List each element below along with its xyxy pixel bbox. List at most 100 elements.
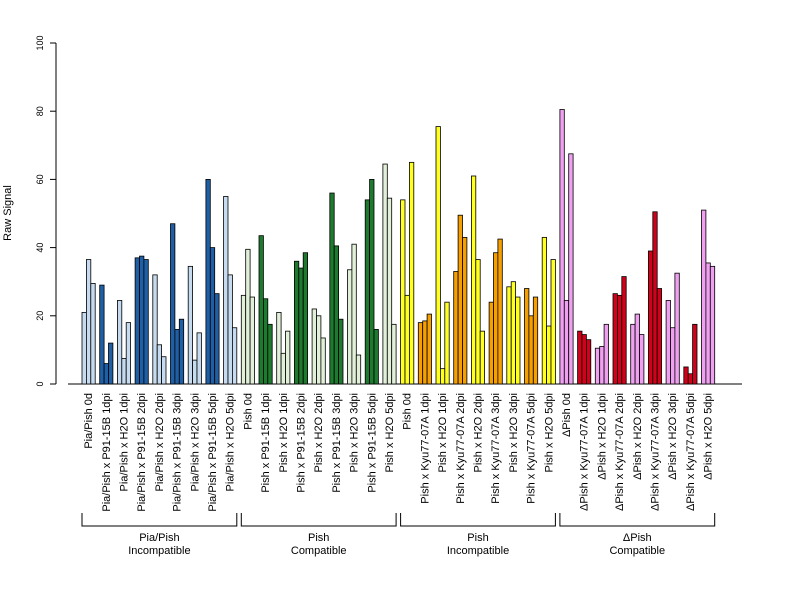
bar — [550, 259, 556, 385]
bar — [143, 259, 149, 385]
bar — [99, 284, 105, 385]
category-label: Pish x H2O 1dpi — [278, 393, 290, 472]
bar — [462, 236, 468, 385]
group-brackets: Pia/PishIncompatiblePishCompatiblePishIn… — [81, 513, 716, 557]
bar — [108, 342, 114, 385]
bar — [258, 235, 264, 385]
bar — [333, 245, 340, 385]
category-label: Pish 0d — [402, 393, 414, 430]
bar — [170, 223, 176, 385]
bar — [599, 346, 605, 385]
y-tick-label: 20 — [35, 311, 45, 321]
bar — [178, 318, 185, 385]
bar — [709, 265, 716, 385]
group-label-line2: Compatible — [609, 545, 665, 557]
group-label-line1: Pish — [308, 532, 329, 544]
category-label: Pish 0d — [242, 393, 254, 430]
bar — [156, 344, 162, 385]
bar — [581, 334, 587, 385]
bar — [630, 323, 636, 385]
category-label: ΔPish 0d — [561, 393, 573, 437]
bar — [285, 330, 291, 385]
category-label: ΔPish x Kyu77-07A 1dpi — [579, 393, 591, 511]
bar — [223, 196, 229, 385]
bar — [559, 109, 565, 385]
y-axis: 0 20 40 60 80 100 — [35, 35, 57, 387]
category-label: Pia/Pish x P91-15B 1dpi — [101, 393, 113, 512]
bar — [338, 318, 344, 385]
bar — [276, 311, 282, 385]
bar — [90, 283, 96, 385]
category-label: Pish x H2O 1dpi — [437, 393, 449, 472]
bar — [320, 337, 326, 385]
bar — [227, 274, 233, 385]
category-label: Pish x P91-15B 2dpi — [296, 393, 308, 493]
bar — [209, 247, 216, 385]
group-label-line2: Incompatible — [128, 545, 190, 557]
bar — [205, 178, 211, 385]
bar — [665, 300, 671, 385]
bar — [515, 296, 521, 385]
bar — [439, 368, 446, 385]
bar — [404, 294, 410, 385]
bar — [121, 358, 127, 385]
bar — [594, 347, 601, 385]
bar — [316, 315, 322, 385]
bar — [541, 236, 548, 385]
bar — [347, 269, 353, 385]
bar — [687, 373, 694, 385]
bar — [400, 199, 406, 385]
bar — [652, 211, 658, 385]
bar — [174, 329, 180, 385]
bar — [648, 250, 654, 385]
bar — [524, 288, 530, 385]
category-label: Pia/Pish x P91-15B 2dpi — [136, 393, 148, 512]
category-label: Pish x Kyu77-07A 5dpi — [526, 393, 538, 504]
category-label: ΔPish x H2O 2dpi — [632, 393, 644, 480]
group-label-line2: Incompatible — [447, 545, 509, 557]
category-label: ΔPish x Kyu77-07A 5dpi — [685, 393, 697, 511]
y-tick-label: 80 — [35, 106, 45, 116]
bar — [249, 296, 255, 385]
bar — [470, 175, 477, 385]
bar — [612, 293, 618, 385]
category-label: Pish x H2O 3dpi — [349, 393, 361, 472]
bar — [532, 296, 539, 385]
category-label: Pia/Pish x P91-15B 3dpi — [172, 393, 184, 512]
category-label: Pish x H2O 5dpi — [384, 393, 396, 472]
bar — [656, 288, 663, 385]
category-label: ΔPish x H2O 5dpi — [703, 393, 715, 480]
bar — [683, 366, 689, 385]
group-bracket — [400, 513, 556, 527]
bar — [298, 267, 304, 385]
bar — [617, 294, 623, 385]
bar — [577, 330, 583, 385]
bar — [493, 252, 499, 385]
bar — [240, 294, 247, 385]
bar — [280, 352, 286, 385]
bar — [267, 323, 273, 385]
bar — [161, 356, 167, 385]
category-label: Pish x P91-15B 1dpi — [260, 393, 272, 493]
group-label-line1: Pish — [467, 532, 488, 544]
category-label: Pia/Pish x H2O 1dpi — [119, 393, 131, 491]
bar — [214, 293, 220, 385]
bar — [634, 313, 640, 385]
bar — [231, 327, 238, 385]
category-label: Pish x H2O 2dpi — [473, 393, 485, 472]
bar — [435, 126, 441, 385]
bar — [262, 298, 269, 385]
bar — [692, 323, 698, 385]
category-label: Pish x P91-15B 5dpi — [366, 393, 378, 493]
bar — [568, 153, 574, 385]
bar — [187, 265, 193, 385]
category-label: Pish x Kyu77-07A 3dpi — [490, 393, 502, 504]
bar — [563, 300, 570, 385]
bar — [506, 286, 512, 385]
bar — [603, 323, 609, 385]
bar — [453, 271, 459, 385]
bar — [701, 209, 707, 385]
bar — [510, 281, 517, 385]
y-tick-label: 0 — [35, 381, 45, 386]
